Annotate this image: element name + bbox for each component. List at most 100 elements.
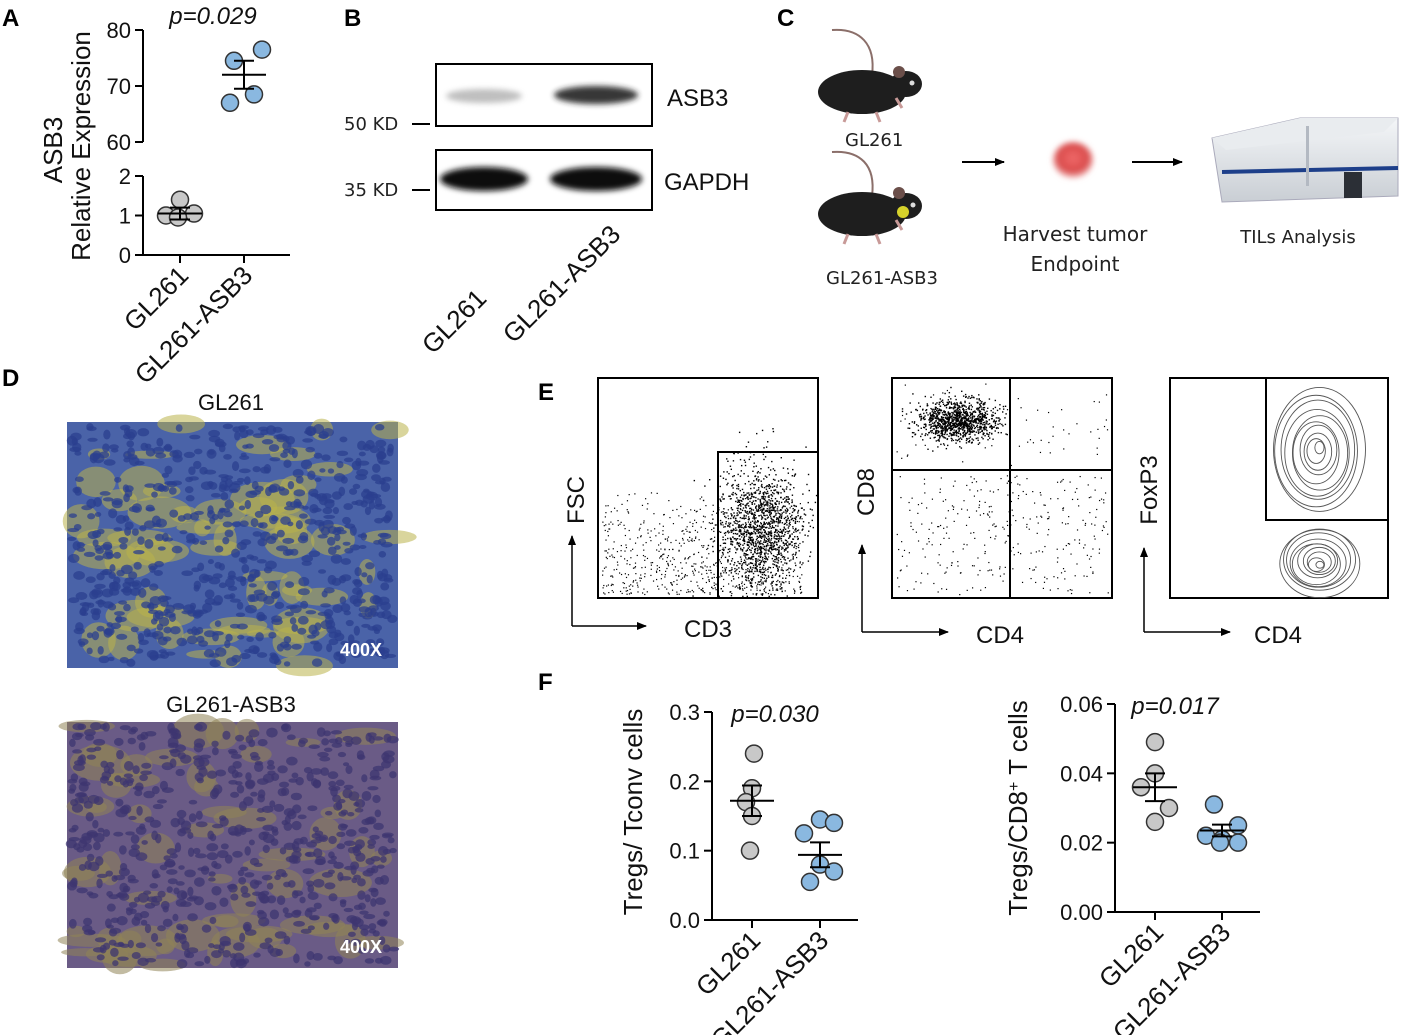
event-dot <box>720 588 722 590</box>
event-dot <box>954 422 956 424</box>
event-dot <box>956 439 959 442</box>
event-dot <box>982 404 985 406</box>
event-dot <box>952 416 954 418</box>
cell-nucleus <box>379 955 392 965</box>
event-dot <box>768 499 770 501</box>
event-dot <box>999 568 1001 570</box>
cell-nucleus <box>195 810 203 820</box>
event-dot <box>724 526 726 528</box>
event-dot <box>685 562 687 564</box>
cell-nucleus <box>276 529 285 538</box>
event-dot <box>900 569 902 571</box>
event-dot <box>911 421 914 423</box>
cell-nucleus <box>343 784 354 790</box>
event-dot <box>947 425 949 427</box>
cell-nucleus <box>148 602 155 612</box>
event-dot <box>734 546 736 548</box>
event-dot <box>729 522 732 524</box>
event-dot <box>774 541 776 544</box>
event-dot <box>958 423 960 426</box>
event-dot <box>768 549 770 552</box>
event-dot <box>764 475 767 477</box>
event-dot <box>742 507 745 509</box>
event-dot <box>952 426 955 429</box>
event-dot <box>745 579 747 581</box>
event-dot <box>658 566 660 569</box>
event-dot <box>753 483 755 486</box>
event-dot <box>778 537 780 540</box>
event-dot <box>794 591 796 593</box>
event-dot <box>743 518 746 520</box>
event-dot <box>962 436 964 438</box>
event-dot <box>734 570 736 573</box>
event-dot <box>944 420 946 422</box>
event-dot <box>983 415 985 418</box>
event-dot <box>977 431 980 433</box>
event-dot <box>606 557 608 560</box>
event-dot <box>970 404 972 406</box>
event-dot <box>761 506 763 508</box>
cell-nucleus <box>197 562 205 572</box>
cell-nucleus <box>350 938 361 946</box>
event-dot <box>965 419 968 422</box>
event-dot <box>723 548 725 551</box>
event-dot <box>617 564 619 566</box>
event-dot <box>943 537 945 539</box>
cell-nucleus <box>168 613 176 623</box>
cell-nucleus <box>284 611 294 617</box>
event-dot <box>684 574 686 576</box>
event-dot <box>948 418 950 421</box>
event-dot <box>943 433 946 436</box>
event-dot <box>736 549 738 551</box>
event-dot <box>959 402 961 404</box>
event-dot <box>934 408 937 411</box>
event-dot <box>950 564 953 567</box>
cell-nucleus <box>308 550 321 558</box>
cell-nucleus <box>368 648 376 655</box>
event-dot <box>775 535 777 537</box>
cell-nucleus <box>343 644 355 652</box>
event-dot <box>754 566 756 569</box>
event-dot <box>968 405 971 407</box>
cell-nucleus <box>238 801 247 812</box>
cell-nucleus <box>203 630 216 638</box>
event-dot <box>801 525 804 527</box>
event-dot <box>735 539 737 541</box>
event-dot <box>957 431 959 434</box>
event-dot <box>777 512 779 514</box>
event-dot <box>678 542 681 544</box>
event-dot <box>607 584 610 586</box>
cell-nucleus <box>154 533 164 542</box>
event-dot <box>937 426 939 429</box>
event-dot <box>771 500 773 502</box>
cell-nucleus <box>307 470 316 481</box>
event-dot <box>987 514 989 516</box>
event-dot <box>791 494 794 496</box>
event-dot <box>719 549 721 552</box>
event-dot <box>999 418 1001 421</box>
event-dot <box>1076 563 1078 565</box>
event-dot <box>943 404 946 407</box>
event-dot <box>730 507 732 509</box>
event-dot <box>752 593 754 595</box>
event-dot <box>961 390 963 393</box>
cell-nucleus <box>230 893 239 901</box>
event-dot <box>624 534 627 537</box>
event-dot <box>727 525 729 528</box>
event-dot <box>1026 478 1028 480</box>
event-dot <box>613 556 616 559</box>
event-dot <box>762 525 764 527</box>
event-dot <box>957 424 959 426</box>
event-dot <box>762 581 764 583</box>
event-dot <box>740 558 742 560</box>
event-dot <box>681 572 683 575</box>
event-dot <box>755 533 757 535</box>
event-dot <box>779 588 782 590</box>
event-dot <box>740 505 742 507</box>
event-dot <box>777 546 780 549</box>
event-dot <box>941 425 943 427</box>
event-dot <box>928 541 930 543</box>
cell-nucleus <box>196 626 204 635</box>
event-dot <box>778 516 781 519</box>
analysis-label: TILs Analysis <box>1239 227 1356 248</box>
